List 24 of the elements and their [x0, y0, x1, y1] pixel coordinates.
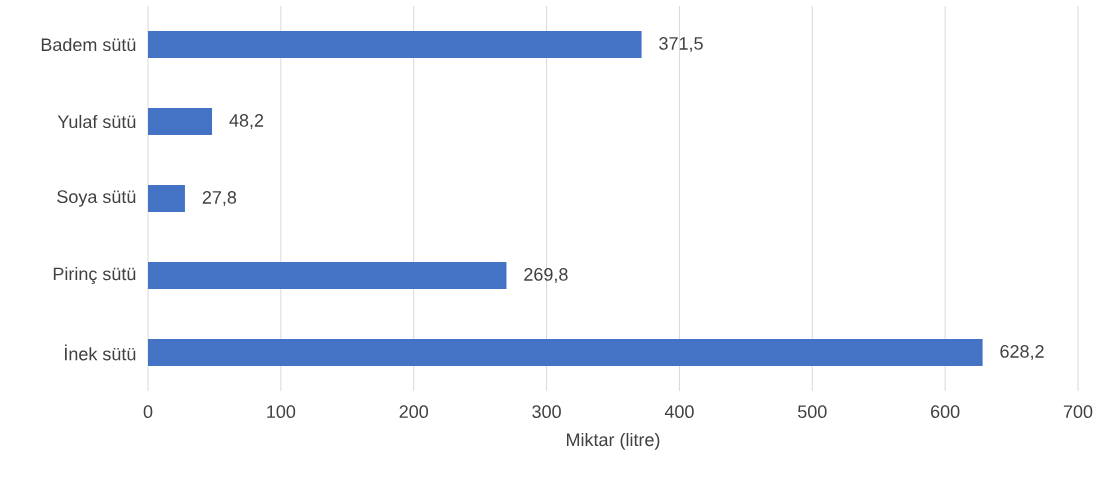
- data-label: 27,8: [202, 191, 237, 206]
- x-axis-title: Miktar (litre): [566, 432, 660, 450]
- data-label: 371,5: [659, 37, 703, 52]
- y-tick-label: İnek sütü: [65, 344, 136, 361]
- x-tick-label: 600: [931, 405, 960, 418]
- x-tick-label: 100: [267, 405, 296, 418]
- y-tick-label: Pirinç sütü: [53, 267, 136, 284]
- x-tick-label: 300: [532, 405, 561, 418]
- x-tick-label: 700: [1063, 405, 1093, 418]
- bar: [148, 338, 983, 366]
- x-tick-label: 0: [143, 405, 153, 418]
- x-tick-label: 400: [664, 405, 694, 418]
- bar: [148, 31, 642, 58]
- data-label: 269,8: [524, 268, 568, 283]
- data-label: 48,2: [229, 114, 264, 129]
- y-tick-label: Badem sütü: [41, 37, 136, 52]
- bar: [148, 184, 185, 212]
- data-label: 628,2: [1000, 345, 1044, 360]
- y-tick-label: Soya sütü: [57, 190, 136, 207]
- y-tick-label: Yulaf sütü: [57, 114, 136, 129]
- bar: [148, 107, 213, 135]
- x-tick-label: 500: [797, 405, 827, 418]
- x-tick-label: 200: [399, 405, 429, 418]
- bar: [148, 261, 507, 289]
